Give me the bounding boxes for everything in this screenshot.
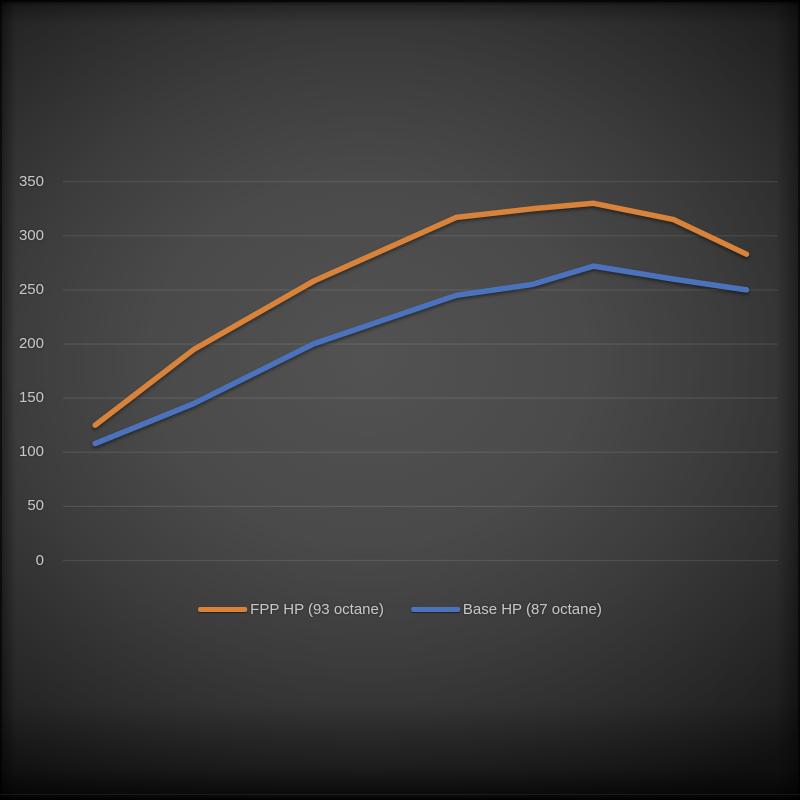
legend: FPP HP (93 octane) Base HP (87 octane) — [198, 601, 602, 618]
base-line-swatch — [410, 607, 460, 612]
fpp-line-swatch — [198, 607, 248, 612]
y-tick-label-50: 50 — [27, 497, 44, 515]
y-tick-label-200: 200 — [18, 335, 44, 353]
y-tick-label-150: 150 — [18, 389, 44, 407]
y-tick-label-350: 350 — [18, 172, 44, 190]
legend-label-fpp: FPP HP (93 octane) — [250, 601, 384, 618]
legend-label-base: Base HP (87 octane) — [462, 601, 602, 618]
gridlines — [63, 181, 778, 562]
legend-item-base: Base HP (87 octane) — [410, 601, 602, 618]
y-tick-label-100: 100 — [18, 443, 44, 461]
series-lines — [92, 200, 750, 447]
base-hp-line — [92, 263, 750, 447]
y-tick-label-0: 0 — [35, 551, 44, 569]
y-tick-label-300: 300 — [18, 226, 44, 244]
y-tick-label-250: 250 — [18, 280, 44, 298]
fpp-hp-line — [92, 200, 750, 428]
legend-item-fpp: FPP HP (93 octane) — [198, 601, 384, 618]
